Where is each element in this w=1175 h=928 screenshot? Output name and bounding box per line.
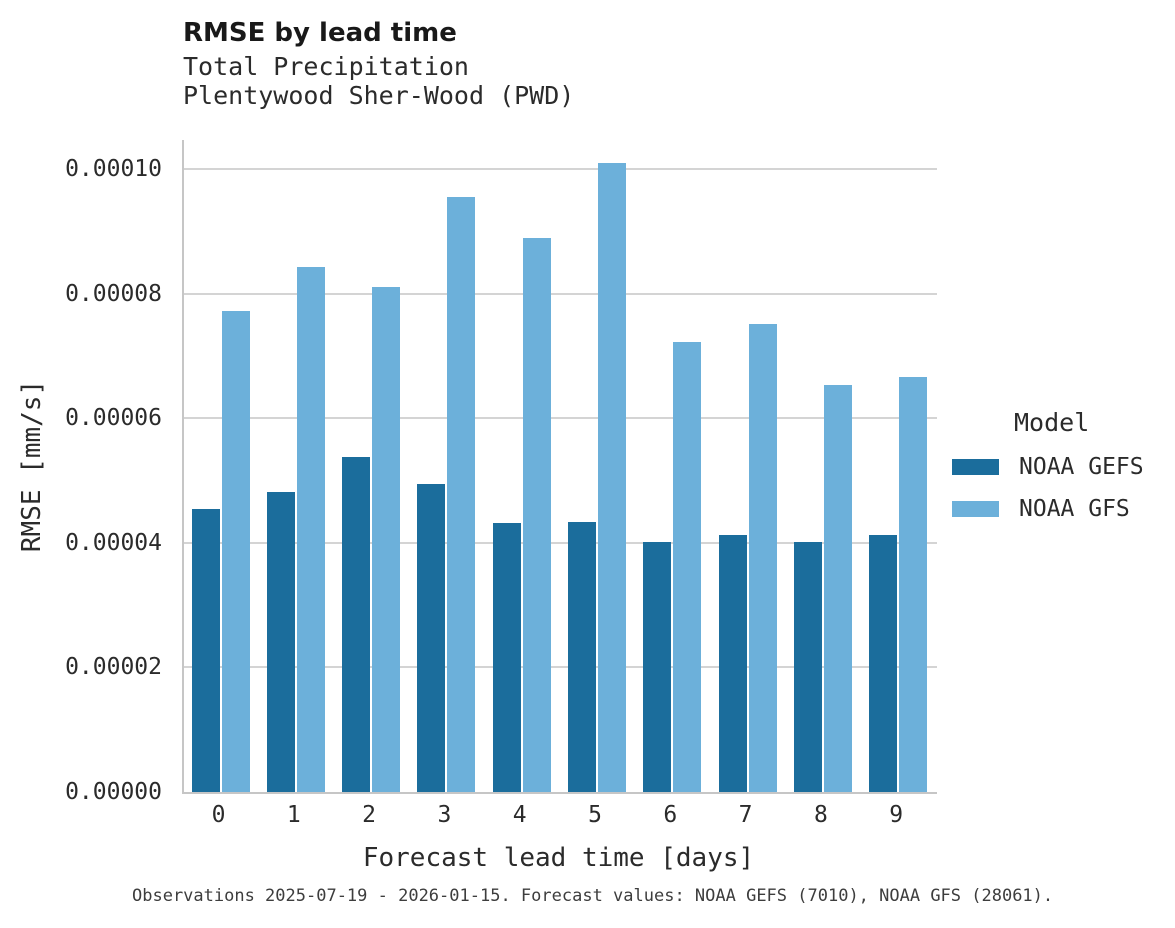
y-tick-label: 0.00006 — [65, 405, 162, 432]
x-tick-label: 9 — [889, 802, 904, 828]
gridline — [184, 417, 937, 420]
legend-swatch — [952, 501, 999, 517]
x-tick-label: 5 — [588, 802, 602, 828]
chart-subtitle-line1: Total Precipitation — [183, 52, 469, 81]
bar-noaa-gefs-day9 — [869, 535, 898, 792]
bar-noaa-gefs-day1 — [266, 492, 295, 792]
x-tick-label: 3 — [437, 802, 452, 828]
plot-area — [182, 140, 937, 794]
bar-noaa-gfs-day2 — [372, 287, 401, 792]
bar-noaa-gefs-day4 — [492, 523, 521, 792]
bar-noaa-gfs-day8 — [823, 385, 852, 792]
bar-noaa-gfs-day6 — [673, 342, 702, 792]
footer-note: Observations 2025-07-19 - 2026-01-15. Fo… — [132, 886, 1054, 906]
y-tick-label: 0.00002 — [65, 654, 162, 681]
legend-title: Model — [1014, 408, 1090, 437]
bar-noaa-gfs-day1 — [296, 267, 325, 792]
bar-noaa-gefs-day2 — [342, 457, 371, 792]
legend: Model NOAA GEFS NOAA GFS — [952, 408, 1172, 522]
bar-noaa-gefs-day7 — [718, 535, 747, 792]
bar-noaa-gefs-day6 — [643, 542, 672, 792]
x-tick-label: 8 — [813, 802, 828, 828]
legend-entry: NOAA GEFS — [952, 454, 1172, 480]
bar-noaa-gefs-day0 — [191, 509, 220, 792]
gridline — [184, 168, 937, 170]
x-tick-label: 6 — [663, 802, 678, 828]
bar-noaa-gefs-day3 — [417, 484, 446, 792]
legend-swatch — [952, 459, 999, 475]
y-tick-label: 0.00010 — [65, 156, 162, 182]
chart-title: RMSE by lead time — [183, 18, 457, 48]
x-axis-label: Forecast lead time [days] — [362, 843, 755, 873]
bar-noaa-gefs-day5 — [568, 522, 596, 792]
legend-entry: NOAA GFS — [952, 496, 1172, 522]
bar-noaa-gfs-day7 — [748, 324, 777, 792]
legend-label: NOAA GEFS — [1019, 454, 1144, 480]
x-tick-label: 7 — [738, 802, 753, 828]
x-tick-label: 2 — [362, 802, 377, 828]
bar-noaa-gfs-day0 — [221, 311, 250, 792]
x-tick-label: 0 — [211, 802, 226, 828]
chart-subtitle-line2: Plentywood Sher-Wood (PWD) — [183, 81, 575, 110]
gridline — [184, 666, 937, 669]
legend-entries: NOAA GEFS NOAA GFS — [952, 454, 1172, 522]
bar-noaa-gfs-day5 — [598, 163, 626, 792]
y-tick-label: 0.00008 — [65, 280, 162, 307]
bar-noaa-gfs-day4 — [522, 238, 551, 792]
gridline — [184, 292, 937, 295]
legend-label: NOAA GFS — [1019, 496, 1130, 522]
x-tick-label: 1 — [286, 802, 301, 828]
y-tick-label: 0.00004 — [65, 529, 162, 556]
bar-noaa-gfs-day3 — [447, 197, 476, 792]
bar-noaa-gfs-day9 — [899, 377, 928, 792]
gridline — [184, 541, 937, 544]
bar-noaa-gefs-day8 — [793, 542, 822, 792]
x-tick-label: 4 — [512, 802, 527, 828]
y-tick-label: 0.00000 — [65, 779, 162, 805]
